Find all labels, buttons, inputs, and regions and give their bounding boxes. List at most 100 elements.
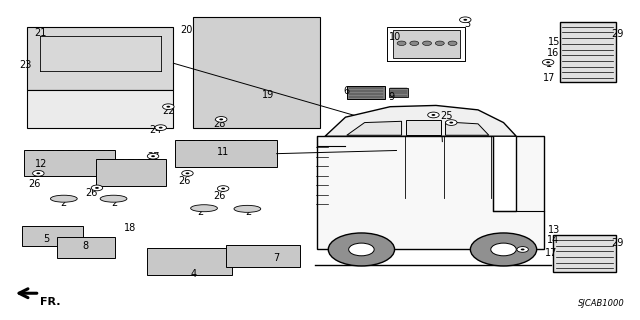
Circle shape (431, 114, 435, 116)
Text: 27: 27 (147, 152, 159, 162)
Text: 8: 8 (83, 241, 88, 251)
Circle shape (186, 172, 189, 174)
Text: 18: 18 (124, 223, 136, 233)
Circle shape (435, 41, 444, 45)
Text: FR.: FR. (40, 297, 60, 307)
Polygon shape (347, 86, 385, 99)
Polygon shape (96, 159, 166, 186)
Text: 1: 1 (520, 248, 525, 258)
Text: 10: 10 (389, 32, 401, 42)
Polygon shape (212, 95, 301, 109)
Polygon shape (147, 248, 232, 275)
Text: 3: 3 (465, 19, 471, 29)
Circle shape (216, 116, 227, 122)
Ellipse shape (100, 195, 127, 202)
Polygon shape (317, 136, 544, 249)
Ellipse shape (234, 205, 260, 212)
Polygon shape (212, 28, 301, 43)
Polygon shape (205, 27, 307, 119)
Polygon shape (22, 226, 83, 246)
Polygon shape (347, 121, 401, 135)
Text: 20: 20 (180, 25, 193, 35)
Circle shape (221, 188, 225, 189)
Polygon shape (559, 22, 616, 82)
Circle shape (517, 247, 529, 252)
Text: 6: 6 (344, 86, 350, 96)
Circle shape (182, 171, 193, 176)
Circle shape (33, 171, 44, 176)
Circle shape (463, 19, 467, 21)
Text: 22: 22 (162, 106, 175, 116)
Circle shape (521, 249, 525, 251)
Polygon shape (394, 30, 460, 58)
Circle shape (422, 41, 431, 45)
Text: 2: 2 (61, 198, 67, 208)
Circle shape (460, 17, 471, 23)
Polygon shape (212, 73, 301, 87)
Circle shape (410, 41, 419, 45)
Circle shape (445, 120, 457, 125)
Text: 19: 19 (262, 90, 274, 100)
Text: 15: 15 (548, 37, 561, 47)
Text: 12: 12 (35, 159, 47, 169)
Polygon shape (24, 150, 115, 177)
Circle shape (449, 122, 453, 124)
Polygon shape (58, 237, 115, 258)
Circle shape (546, 61, 550, 63)
Text: 26: 26 (213, 191, 225, 202)
Text: 29: 29 (611, 238, 623, 248)
Text: 17: 17 (545, 248, 557, 258)
Polygon shape (325, 105, 516, 136)
Circle shape (328, 233, 394, 266)
Text: 16: 16 (547, 48, 559, 58)
Text: 14: 14 (547, 235, 559, 245)
Polygon shape (406, 120, 441, 135)
Circle shape (47, 78, 58, 84)
Circle shape (349, 243, 374, 256)
Text: SJCAB1000: SJCAB1000 (578, 300, 625, 308)
Text: 26: 26 (86, 188, 98, 198)
Circle shape (166, 106, 170, 108)
Text: 28: 28 (213, 118, 225, 129)
Text: 5: 5 (43, 234, 49, 244)
Text: 4: 4 (191, 269, 197, 279)
Polygon shape (175, 140, 276, 167)
Circle shape (129, 78, 141, 84)
Text: 25: 25 (440, 111, 452, 121)
Polygon shape (27, 27, 173, 90)
Circle shape (218, 186, 229, 191)
Circle shape (491, 243, 516, 256)
Text: 2: 2 (246, 207, 252, 217)
Text: 7: 7 (273, 253, 280, 263)
Text: 2: 2 (197, 207, 204, 217)
Polygon shape (389, 88, 408, 97)
Ellipse shape (191, 205, 218, 212)
Polygon shape (445, 122, 489, 135)
Circle shape (220, 118, 223, 120)
Circle shape (155, 125, 166, 131)
Text: 17: 17 (543, 73, 556, 83)
Circle shape (92, 185, 102, 191)
Polygon shape (226, 245, 300, 267)
Text: 21: 21 (35, 28, 47, 38)
Text: 13: 13 (548, 225, 561, 236)
Text: 26: 26 (28, 179, 41, 189)
Text: 11: 11 (217, 147, 229, 157)
Text: 29: 29 (611, 29, 623, 39)
Circle shape (95, 187, 99, 189)
Text: 9: 9 (388, 92, 394, 102)
Polygon shape (193, 17, 320, 128)
Ellipse shape (51, 195, 77, 202)
Polygon shape (212, 51, 301, 65)
Text: 26: 26 (179, 176, 191, 186)
Circle shape (36, 172, 40, 174)
Circle shape (147, 153, 159, 159)
Circle shape (470, 233, 537, 266)
Circle shape (163, 104, 174, 109)
Text: 23: 23 (19, 60, 32, 70)
Circle shape (151, 155, 155, 157)
Circle shape (159, 127, 163, 129)
Polygon shape (553, 236, 616, 272)
Circle shape (428, 112, 439, 118)
Text: 2: 2 (112, 198, 118, 208)
